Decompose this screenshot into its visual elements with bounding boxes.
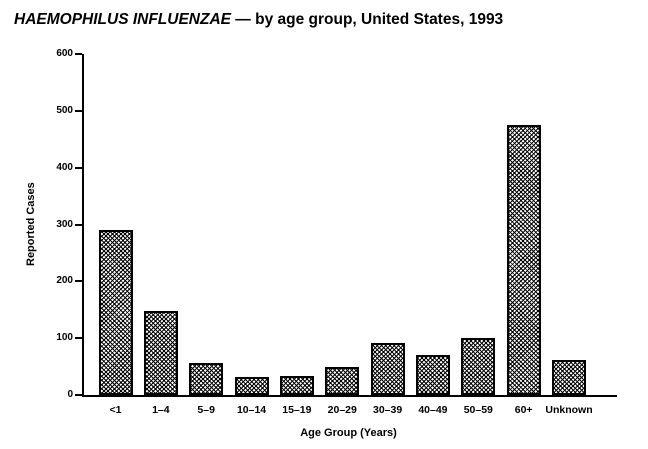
bar bbox=[98, 230, 133, 395]
y-tick-label: 600 bbox=[56, 48, 73, 59]
x-tick-label: 30–39 bbox=[372, 404, 403, 416]
plot-area bbox=[82, 54, 617, 397]
chart-title: HAEMOPHILUS INFLUENZAE — by age group, U… bbox=[14, 11, 503, 29]
x-axis-label: Age Group (Years) bbox=[300, 427, 397, 439]
bar bbox=[552, 360, 586, 395]
y-tick-mark bbox=[75, 53, 82, 55]
bar bbox=[325, 367, 360, 395]
bar bbox=[143, 311, 178, 395]
chart-title-rest: — by age group, United States, 1993 bbox=[231, 11, 504, 28]
y-tick-mark bbox=[75, 394, 82, 396]
bar bbox=[279, 376, 314, 395]
bar bbox=[189, 363, 224, 395]
x-tick-label: 10–14 bbox=[236, 404, 267, 416]
y-tick-mark bbox=[75, 166, 82, 169]
bar bbox=[461, 338, 496, 395]
x-tick-label: 50–59 bbox=[463, 404, 493, 416]
x-tick-label: 1–4 bbox=[152, 404, 170, 416]
y-tick-label: 0 bbox=[67, 389, 73, 400]
x-tick-label: 5–9 bbox=[197, 404, 215, 416]
x-tick-label: 15–19 bbox=[282, 404, 312, 416]
x-tick-label: Unknown bbox=[545, 404, 593, 416]
x-tick-label: 60+ bbox=[514, 404, 533, 416]
y-tick-mark bbox=[75, 109, 82, 112]
y-tick-mark bbox=[75, 223, 82, 226]
y-tick-label: 400 bbox=[56, 161, 73, 173]
bar bbox=[234, 377, 269, 395]
x-tick-label: 40–49 bbox=[418, 404, 448, 416]
y-tick-label: 200 bbox=[56, 275, 73, 287]
chart-title-italic: HAEMOPHILUS INFLUENZAE bbox=[14, 11, 231, 28]
bar bbox=[370, 343, 405, 395]
y-tick-label: 100 bbox=[56, 332, 73, 344]
y-tick-mark bbox=[75, 280, 82, 283]
bar bbox=[506, 125, 541, 395]
y-tick-label: 300 bbox=[56, 218, 73, 230]
y-tick-mark bbox=[75, 337, 82, 340]
y-tick-label: 500 bbox=[56, 104, 73, 116]
x-tick-label: <1 bbox=[109, 404, 122, 416]
bar bbox=[415, 355, 450, 395]
x-tick-label: 20–29 bbox=[327, 404, 357, 416]
